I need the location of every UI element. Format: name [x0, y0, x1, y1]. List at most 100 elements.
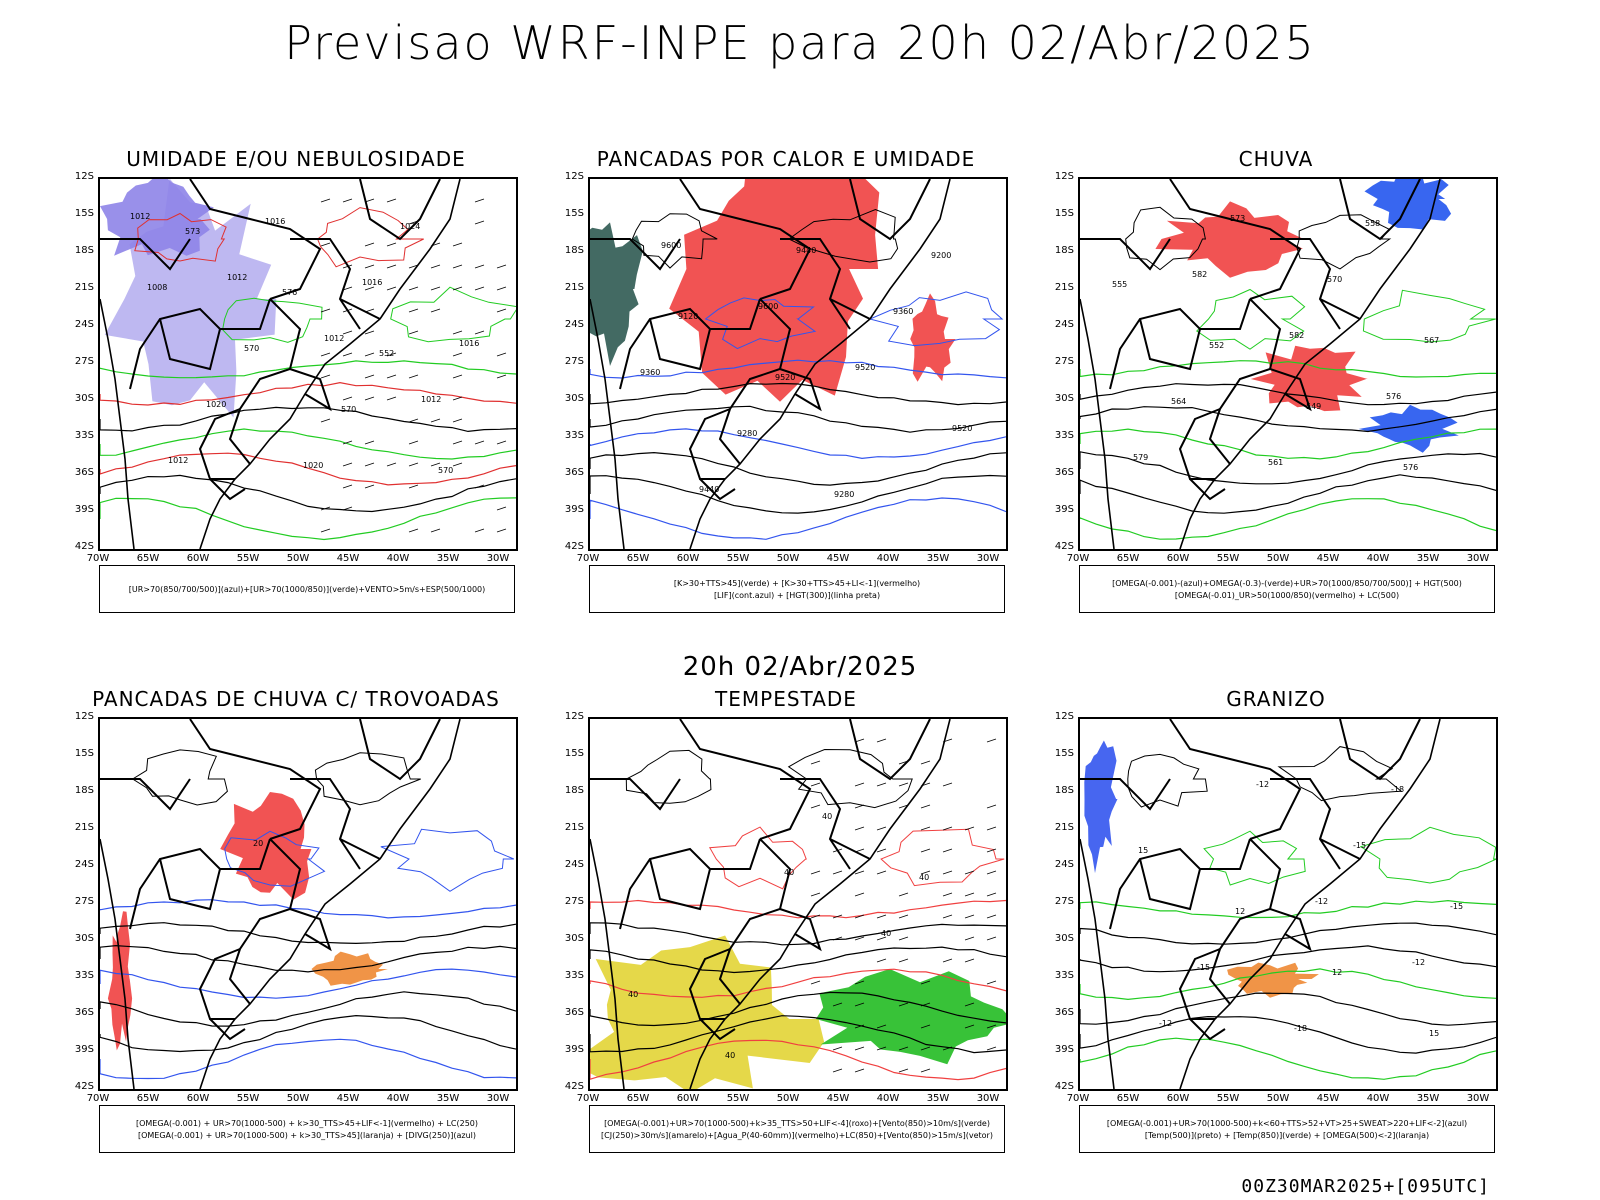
- wind-vector: [452, 286, 463, 291]
- contour-line: [134, 212, 227, 262]
- border-line: [688, 408, 731, 480]
- contour-line: [224, 830, 326, 887]
- border-line: [1270, 238, 1341, 330]
- wind-vector: [452, 242, 463, 247]
- lat-tick-label: 33S: [74, 430, 94, 441]
- lat-tick-label: 15S: [74, 208, 94, 219]
- contour-labels: 1012 1012 1012 1012 1012 1016 1016 1016 1020 1020…: [130, 212, 479, 475]
- border-line: [359, 179, 441, 241]
- political-borders: [590, 719, 951, 1089]
- wind-vector: [342, 396, 353, 401]
- wind-vector: [920, 804, 931, 809]
- wind-vector: [408, 374, 419, 379]
- wind-vector: [408, 330, 419, 335]
- wind-vector: [986, 936, 997, 941]
- wind-vector: [452, 330, 463, 335]
- contour-line: [625, 749, 712, 804]
- legend-line: [UR>70(850/700/500)](azul)+[UR>70(1000/8…: [128, 585, 486, 594]
- contour-line: [631, 213, 718, 269]
- wind-vector: [854, 1046, 865, 1051]
- contour-lines: [1080, 206, 1496, 540]
- wind-vector: [964, 914, 975, 919]
- border-line: [849, 179, 931, 241]
- wind-vector: [876, 1046, 887, 1051]
- wind-vector: [342, 440, 353, 445]
- map-frame: -12 -12 -12 -12 -15 -15 -15 -18 -18 15 12 12 15: [1078, 717, 1498, 1091]
- contour-label: 40: [881, 929, 891, 938]
- wind-vector: [364, 440, 375, 445]
- lat-tick-label: 42S: [564, 1081, 584, 1092]
- wind-vector: [474, 330, 485, 335]
- lon-tick-label: 45W: [1316, 553, 1340, 564]
- panel-legend: [OMEGA(-0.001) + UR>70(1000-500) + k>30_…: [99, 1105, 515, 1153]
- wind-vector: [452, 264, 463, 269]
- wind-vector: [876, 914, 887, 919]
- contour-line: [1080, 360, 1496, 378]
- wind-vector: [854, 782, 865, 787]
- forecast-time-title: 20h 02/Abr/2025: [682, 652, 918, 682]
- contour-line: [1080, 451, 1496, 485]
- lat-tick-label: 18S: [74, 245, 94, 256]
- wind-vector: [452, 440, 463, 445]
- wind-vector: [364, 330, 375, 335]
- border-line: [679, 719, 812, 840]
- contour-label: 570: [341, 405, 356, 414]
- lat-tick-label: 21S: [564, 282, 584, 293]
- lon-tick-label: 70W: [1066, 553, 1090, 564]
- contour-line: [704, 297, 817, 350]
- lon-tick-label: 65W: [626, 553, 650, 564]
- coastline: [590, 298, 625, 549]
- wind-vector: [496, 352, 507, 357]
- political-borders: [590, 179, 951, 549]
- wind-vector: [920, 1068, 931, 1073]
- border-line: [339, 298, 381, 320]
- legend-line: [OMEGA(-0.001) + UR>70(1000-500) + k>30_…: [135, 1119, 479, 1128]
- lat-tick-label: 30S: [564, 933, 584, 944]
- panel-legend: [OMEGA(-0.001)-(azul)+OMEGA(-0.3)-(verde…: [1079, 565, 1495, 613]
- contour-label: 570: [1327, 275, 1342, 284]
- wind-vector: [386, 242, 397, 247]
- wind-vector: [920, 1002, 931, 1007]
- wind-vector: [986, 914, 997, 919]
- contour-line: [222, 297, 323, 343]
- contour-label: 40: [919, 873, 929, 882]
- wind-vector: [876, 936, 887, 941]
- contour-label: 555: [1112, 280, 1127, 289]
- wind-vector: [964, 1024, 975, 1029]
- border-line: [198, 408, 241, 480]
- map-panel-6: GRANIZO 12S 15S 18S 21S 24S 27S 30S 33S 36S 39S 42S…: [1036, 687, 1516, 1167]
- contour-label: 9440: [796, 246, 816, 255]
- wind-vector: [898, 782, 909, 787]
- wind-vector: [408, 308, 419, 313]
- contour-line: [316, 207, 424, 268]
- lon-tick-label: 60W: [186, 1093, 210, 1104]
- wind-vector: [320, 374, 331, 379]
- lat-tick-label: 27S: [564, 356, 584, 367]
- wind-vector: [320, 506, 331, 511]
- lon-tick-label: 60W: [1166, 1093, 1190, 1104]
- lon-tick-label: 40W: [386, 553, 410, 564]
- wind-vector: [496, 264, 507, 269]
- contour-label: 1016: [362, 278, 382, 287]
- wind-vector: [408, 286, 419, 291]
- contour-line: [1125, 206, 1207, 271]
- contour-label: 9280: [737, 429, 757, 438]
- wind-vector: [898, 914, 909, 919]
- lon-tick-label: 35W: [1416, 553, 1440, 564]
- lat-tick-label: 30S: [564, 393, 584, 404]
- lat-tick-label: 30S: [1054, 933, 1074, 944]
- lat-tick-label: 18S: [564, 245, 584, 256]
- border-line: [289, 368, 332, 412]
- contour-label: 1016: [459, 339, 479, 348]
- lon-tick-label: 70W: [576, 1093, 600, 1104]
- shaded-area: [1084, 740, 1118, 874]
- wind-vector: [876, 848, 887, 853]
- wind-vector: [452, 462, 463, 467]
- wind-vector: [920, 1046, 931, 1051]
- wind-vector: [364, 462, 375, 467]
- lon-tick-label: 30W: [976, 553, 1000, 564]
- wind-vector: [876, 738, 887, 743]
- contour-label: -12: [1159, 1019, 1172, 1028]
- contour-label: 1012: [130, 212, 150, 221]
- border-line: [779, 368, 822, 412]
